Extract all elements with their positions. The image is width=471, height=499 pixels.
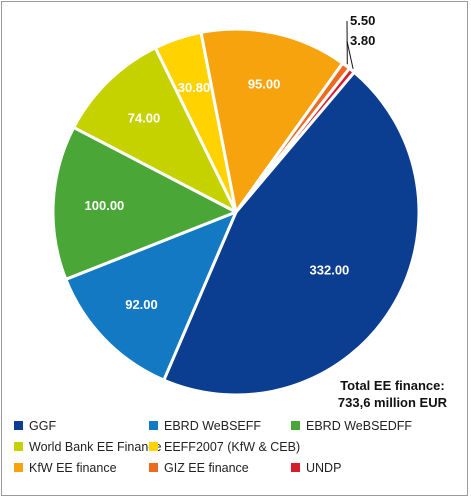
slice-value-label: 332.00 [310,263,350,278]
legend-swatch [149,463,158,472]
legend-label: GIZ EE finance [164,460,249,475]
legend-item: EBRD WeBSEDFF [291,419,412,433]
legend-label: KfW EE finance [29,460,117,475]
pie-slices [51,27,421,397]
legend-item: GIZ EE finance [149,461,249,475]
legend-swatch [291,463,300,472]
legend-label: GGF [29,418,57,433]
leader-line [346,40,354,69]
legend-label: UNDP [306,460,342,475]
total-annotation: Total EE finance: 733,6 million EUR [338,377,447,411]
legend-swatch [149,421,158,430]
legend-swatch [14,421,23,430]
pie-slice-ebrd-websedff [51,125,238,281]
total-line-1: Total EE finance: [340,378,445,393]
slice-labels: 332.00 92.00 100.00 74.00 30.80 95.00 5.50 3.80 [85,13,376,312]
legend-row: GGF EBRD WeBSEFF EBRD WeBSEDFF [14,415,454,436]
slice-value-label: 3.80 [350,33,375,48]
legend-item: UNDP [291,461,341,475]
legend-label: World Bank EE Finance [29,439,162,454]
legend-swatch [291,421,300,430]
total-line-2: 733,6 million EUR [337,395,447,410]
pie-slice-ggf [162,70,421,397]
legend-row: World Bank EE Finance EEFF2007 (KfW & CEB… [14,436,454,457]
slice-value-label: 92.00 [125,297,158,312]
slice-value-label: 5.50 [350,13,375,28]
leader-lines [346,20,354,69]
legend-swatch [14,442,23,451]
legend-item: KfW EE finance [14,461,117,475]
legend-row: KfW EE finance GIZ EE finance UNDP [14,457,454,478]
legend-item: EEFF2007 (KfW & CEB) [149,440,300,454]
legend-item: EBRD WeBSEFF [149,419,261,433]
slice-value-label: 100.00 [85,198,125,213]
legend-label: EBRD WeBSEFF [164,418,262,433]
slice-value-label: 95.00 [248,76,281,91]
legend-swatch [14,463,23,472]
pie-slice-ebrd-webseff [64,210,238,382]
legend-swatch [149,442,158,451]
pie-slice-undp [234,66,356,214]
pie-slice-world-bank-ee-finance [72,46,238,214]
legend-item: GGF [14,419,56,433]
slice-value-label: 30.80 [178,80,211,95]
legend-label: EEFF2007 (KfW & CEB) [164,439,301,454]
pie-slice-kfw-ee-finance [199,27,345,214]
legend-item: World Bank EE Finance [14,440,161,454]
legend-label: EBRD WeBSEDFF [306,418,413,433]
slice-value-label: 74.00 [128,111,161,126]
legend: GGF EBRD WeBSEFF EBRD WeBSEDFF World Bank E… [14,415,454,478]
